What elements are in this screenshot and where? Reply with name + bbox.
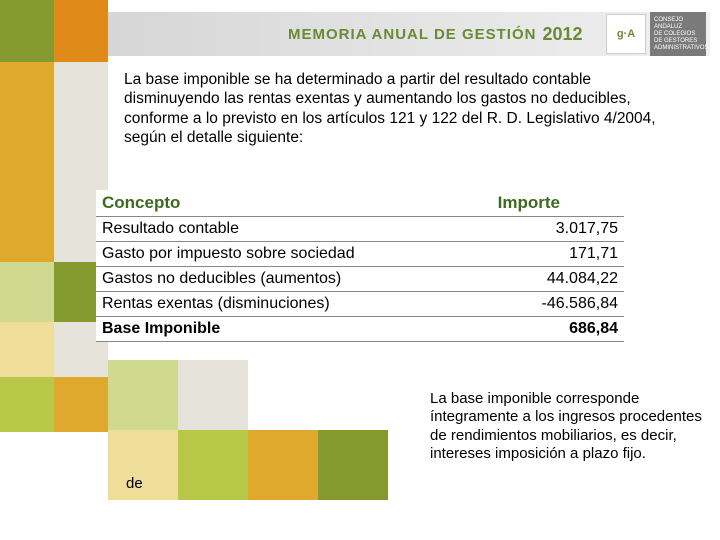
table-row: Rentas exentas (disminuciones)-46.586,84: [96, 292, 624, 317]
color-block: [54, 0, 108, 62]
table-cell-value: -46.586,84: [492, 292, 624, 317]
sidebar-color-strip: [0, 0, 108, 540]
table-cell-label: Rentas exentas (disminuciones): [96, 292, 492, 317]
logo-text-line: DE GESTORES: [654, 38, 702, 45]
logo-icon: g·A: [606, 14, 646, 54]
color-block: [248, 430, 318, 500]
logo-text: CONSEJOANDALUZDE COLEGIOSDE GESTORESADMI…: [650, 12, 706, 56]
color-block: [54, 377, 108, 432]
stray-text-de: de: [126, 475, 143, 492]
table-header-amount: Importe: [492, 190, 624, 217]
table-cell-value: 44.084,22: [492, 267, 624, 292]
color-block: [0, 322, 54, 377]
table-row: Resultado contable3.017,75: [96, 217, 624, 242]
color-block: [0, 0, 54, 62]
table-cell-label: Resultado contable: [96, 217, 492, 242]
header-title: MEMORIA ANUAL DE GESTIÓN: [288, 26, 536, 43]
paragraph-intro: La base imponible se ha determinado a pa…: [124, 70, 684, 148]
color-block: [0, 262, 54, 322]
color-block: [108, 430, 178, 500]
color-block: [108, 360, 178, 430]
color-block: [178, 360, 248, 430]
tax-base-table: Concepto Importe Resultado contable3.017…: [96, 190, 624, 342]
logo-text-line: CONSEJO: [654, 17, 702, 24]
table-cell-value: 3.017,75: [492, 217, 624, 242]
table-row: Base Imponible686,84: [96, 317, 624, 342]
color-block: [318, 430, 388, 500]
color-block: [0, 62, 54, 262]
logo-text-line: DE COLEGIOS: [654, 31, 702, 38]
table-cell-value: 686,84: [492, 317, 624, 342]
header-year: 2012: [542, 24, 582, 45]
table-row: Gasto por impuesto sobre sociedad171,71: [96, 242, 624, 267]
color-block: [178, 430, 248, 500]
logo: g·A CONSEJOANDALUZDE COLEGIOSDE GESTORES…: [606, 12, 706, 56]
table-row: Gastos no deducibles (aumentos)44.084,22: [96, 267, 624, 292]
table-header-concept: Concepto: [96, 190, 492, 217]
table-cell-label: Gastos no deducibles (aumentos): [96, 267, 492, 292]
table-cell-label: Gasto por impuesto sobre sociedad: [96, 242, 492, 267]
paragraph-note: La base imponible corresponde íntegramen…: [430, 390, 705, 463]
color-block: [0, 432, 108, 540]
table-cell-value: 171,71: [492, 242, 624, 267]
logo-text-line: ANDALUZ: [654, 24, 702, 31]
table-cell-label: Base Imponible: [96, 317, 492, 342]
color-block: [0, 377, 54, 432]
logo-text-line: ADMINISTRATIVOS: [654, 45, 702, 52]
